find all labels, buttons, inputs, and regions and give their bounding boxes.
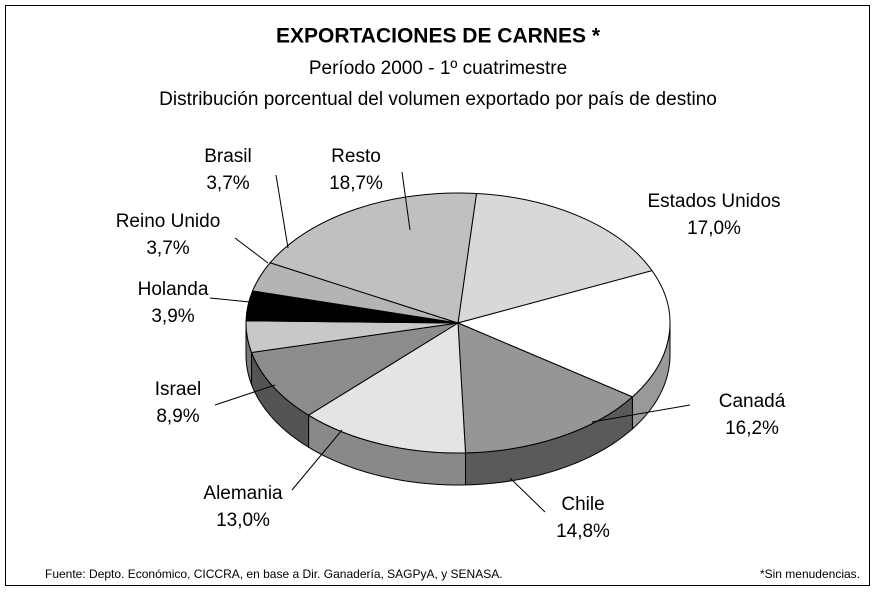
slice-value-label: 3,7%	[146, 238, 189, 259]
leader-line	[209, 297, 251, 303]
slice-value-label: 14,8%	[556, 521, 610, 542]
slice	[457, 192, 653, 324]
slice	[307, 322, 467, 454]
slice-label: Brasil	[204, 146, 252, 167]
slice-label: Reino Unido	[116, 211, 221, 232]
slice-label: Resto	[331, 146, 381, 167]
leader-line	[275, 174, 289, 249]
leader-line	[591, 404, 691, 423]
slice	[269, 192, 478, 324]
slice-label: Holanda	[138, 279, 209, 300]
leader-line	[234, 237, 269, 264]
leader-line	[214, 384, 276, 406]
chart-description: Distribución porcentual del volumen expo…	[159, 89, 717, 110]
slice	[456, 270, 671, 398]
slice-value-label: 18,7%	[329, 173, 383, 194]
chart-title: EXPORTACIONES DE CARNES *	[276, 25, 601, 48]
slice-value-label: 8,9%	[156, 406, 199, 427]
slice-value-label: 13,0%	[216, 510, 270, 531]
leader-line	[291, 429, 343, 491]
slice	[457, 322, 634, 454]
slice-label: Alemania	[203, 483, 283, 504]
source-note: Fuente: Depto. Económico, CICCRA, en bas…	[45, 567, 503, 581]
slice-value-label: 3,9%	[151, 306, 194, 327]
slice	[250, 322, 459, 416]
footnote: *Sin menudencias.	[760, 567, 860, 581]
slice-value-label: 3,7%	[206, 173, 249, 194]
slice-label: Israel	[155, 379, 201, 400]
slice-label: Chile	[561, 494, 604, 515]
chart-subtitle: Período 2000 - 1º cuatrimestre	[309, 58, 567, 79]
slice-value-label: 17,0%	[687, 218, 741, 239]
slice-label: Estados Unidos	[647, 191, 780, 212]
leader-line	[401, 171, 411, 231]
leader-line	[509, 477, 546, 513]
slice-value-label: 16,2%	[725, 418, 779, 439]
slice-label: Canadá	[719, 391, 786, 412]
